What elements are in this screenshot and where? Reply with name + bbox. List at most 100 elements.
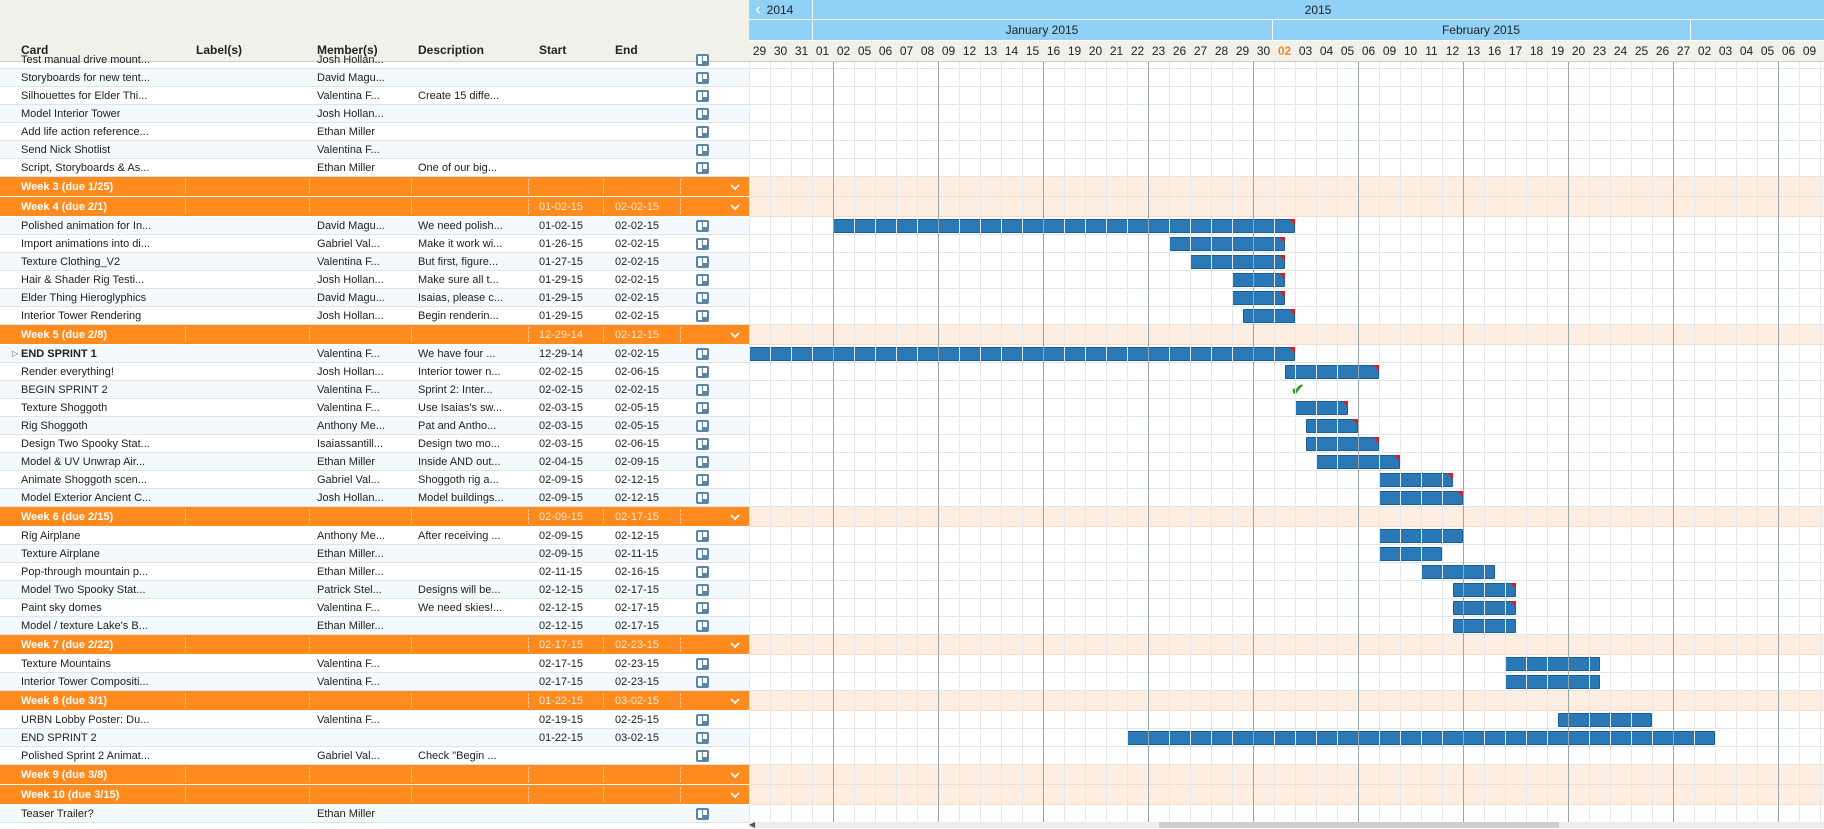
card-row[interactable]: Texture Shoggoth Valentina F... Use Isaias… (0, 399, 749, 417)
collapse-chevron-icon[interactable] (727, 691, 743, 710)
open-card-icon[interactable] (696, 123, 712, 140)
card-row[interactable]: Model Interior Tower Josh Hollan... (0, 105, 749, 123)
card-row[interactable]: Texture Clothing_V2 Valentina F... But fir… (0, 253, 749, 271)
card-row[interactable]: Animate Shoggoth scen... Gabriel Val... Sh… (0, 471, 749, 489)
open-card-icon[interactable] (696, 289, 712, 306)
open-card-icon[interactable] (696, 435, 712, 452)
milestone-check-icon[interactable]: ✔ (1291, 382, 1305, 399)
task-bar[interactable] (1379, 547, 1442, 561)
open-card-icon[interactable] (696, 673, 712, 690)
collapse-chevron-icon[interactable] (727, 635, 743, 654)
card-row[interactable]: Interior Tower Compositi... Valentina F..… (0, 673, 749, 691)
open-card-icon[interactable] (696, 51, 712, 68)
open-card-icon[interactable] (696, 217, 712, 234)
card-row[interactable]: Send Nick Shotlist Valentina F... (0, 141, 749, 159)
card-row[interactable]: Silhouettes for Elder Thi... Valentina F.… (0, 87, 749, 105)
open-card-icon[interactable] (696, 527, 712, 544)
col-header-description[interactable]: Description (418, 43, 485, 57)
open-card-icon[interactable] (696, 711, 712, 728)
task-bar[interactable] (1305, 419, 1358, 433)
card-row[interactable]: Render everything! Josh Hollan... Interior… (0, 363, 749, 381)
open-card-icon[interactable] (696, 399, 712, 416)
card-row[interactable]: Hair & Shader Rig Testi... Josh Hollan...… (0, 271, 749, 289)
open-card-icon[interactable] (696, 471, 712, 488)
col-header-start[interactable]: Start (539, 43, 567, 57)
group-row[interactable]: Week 9 (due 3/8) (0, 765, 749, 785)
card-row[interactable]: Polished animation for In... David Magu..… (0, 217, 749, 235)
col-header-card[interactable]: Card (21, 43, 49, 57)
task-bar[interactable] (1379, 473, 1453, 487)
card-row[interactable]: Model / texture Lake's B... Ethan Miller.… (0, 617, 749, 635)
card-row[interactable]: Import animations into di... Gabriel Val.… (0, 235, 749, 253)
group-row[interactable]: Week 5 (due 2/8) 12-29-14 02-12-15 (0, 325, 749, 345)
open-card-icon[interactable] (696, 655, 712, 672)
group-row[interactable]: Week 10 (due 3/15) (0, 785, 749, 805)
card-row[interactable]: Texture Airplane Ethan Miller... 02-09-15 0… (0, 545, 749, 563)
card-row[interactable]: BEGIN SPRINT 2 Valentina F... Sprint 2: In… (0, 381, 749, 399)
task-bar[interactable] (1295, 401, 1348, 415)
open-card-icon[interactable] (696, 69, 712, 86)
card-row[interactable]: Test manual drive mount... Josh Hollan... (0, 51, 749, 69)
task-bar[interactable] (1232, 291, 1285, 305)
group-row[interactable]: Week 3 (due 1/25) (0, 177, 749, 197)
scroll-left-arrow-icon[interactable]: ◀ (749, 820, 756, 829)
card-row[interactable]: Design Two Spooky Stat... Isaiassantill..… (0, 435, 749, 453)
open-card-icon[interactable] (696, 381, 712, 398)
open-card-icon[interactable] (696, 271, 712, 288)
group-row[interactable]: Week 4 (due 2/1) 01-02-15 02-02-15 (0, 197, 749, 217)
col-header-labels[interactable]: Label(s) (196, 43, 243, 57)
card-row[interactable]: Model Exterior Ancient C... Josh Hollan..… (0, 489, 749, 507)
open-card-icon[interactable] (696, 363, 712, 380)
open-card-icon[interactable] (696, 563, 712, 580)
card-row[interactable]: Elder Thing Hieroglyphics David Magu... Is… (0, 289, 749, 307)
card-row[interactable]: Script, Storyboards & As... Ethan Miller O… (0, 159, 749, 177)
expand-triangle-icon[interactable]: ▷ (12, 349, 19, 358)
card-row[interactable]: END SPRINT 2 01-22-15 03-02-15 (0, 729, 749, 747)
card-row[interactable]: Storyboards for new tent... David Magu... (0, 69, 749, 87)
task-bar[interactable] (1169, 237, 1285, 251)
open-card-icon[interactable] (696, 581, 712, 598)
card-row[interactable]: Add life action reference... Ethan Miller (0, 123, 749, 141)
task-bar[interactable] (1284, 365, 1379, 379)
open-card-icon[interactable] (696, 747, 712, 764)
card-row[interactable]: Paint sky domes Valentina F... We need ski… (0, 599, 749, 617)
open-card-icon[interactable] (696, 617, 712, 634)
open-card-icon[interactable] (696, 307, 712, 324)
task-bar[interactable] (1190, 255, 1285, 269)
open-card-icon[interactable] (696, 141, 712, 158)
task-bar[interactable] (1505, 675, 1600, 689)
horizontal-scrollbar[interactable] (749, 822, 1824, 828)
card-row[interactable]: Model Two Spooky Stat... Patrick Stel... D… (0, 581, 749, 599)
col-header-members[interactable]: Member(s) (317, 43, 378, 57)
open-card-icon[interactable] (696, 545, 712, 562)
card-row[interactable]: Texture Mountains Valentina F... 02-17-15 0… (0, 655, 749, 673)
card-row[interactable]: Interior Tower Rendering Josh Hollan... Be… (0, 307, 749, 325)
group-row[interactable]: Week 6 (due 2/15) 02-09-15 02-17-15 (0, 507, 749, 527)
task-bar[interactable] (1557, 713, 1652, 727)
card-row[interactable]: ▷ END SPRINT 1 Valentina F... We have four … (0, 345, 749, 363)
card-row[interactable]: Teaser Trailer? Ethan Miller (0, 805, 749, 823)
collapse-chevron-icon[interactable] (727, 765, 743, 784)
open-card-icon[interactable] (696, 87, 712, 104)
card-row[interactable]: URBN Lobby Poster: Du... Valentina F... 02… (0, 711, 749, 729)
open-card-icon[interactable] (696, 105, 712, 122)
collapse-chevron-icon[interactable] (727, 785, 743, 804)
open-card-icon[interactable] (696, 235, 712, 252)
card-row[interactable]: Rig Airplane Anthony Me... After receiving… (0, 527, 749, 545)
open-card-icon[interactable] (696, 805, 712, 822)
open-card-icon[interactable] (696, 453, 712, 470)
group-row[interactable]: Week 8 (due 3/1) 01-22-15 03-02-15 (0, 691, 749, 711)
card-row[interactable]: Rig Shoggoth Anthony Me... Pat and Antho..… (0, 417, 749, 435)
col-header-end[interactable]: End (615, 43, 638, 57)
open-card-icon[interactable] (696, 159, 712, 176)
open-card-icon[interactable] (696, 345, 712, 362)
scrollbar-thumb[interactable] (1159, 822, 1559, 828)
scroll-prev-icon[interactable] (753, 0, 763, 19)
collapse-chevron-icon[interactable] (727, 507, 743, 526)
task-bar[interactable] (1505, 657, 1600, 671)
group-row[interactable]: Week 7 (due 2/22) 02-17-15 02-23-15 (0, 635, 749, 655)
collapse-chevron-icon[interactable] (727, 197, 743, 216)
open-card-icon[interactable] (696, 729, 712, 746)
task-bar[interactable] (1305, 437, 1379, 451)
collapse-chevron-icon[interactable] (727, 325, 743, 344)
